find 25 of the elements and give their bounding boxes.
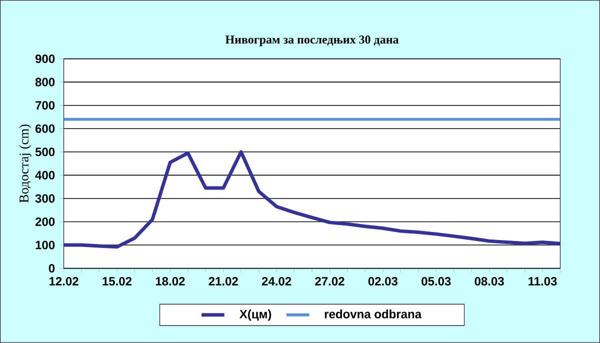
x-tick-label: 15.02 [102,277,132,286]
x-tick-label: 02.03 [368,277,398,286]
x-tick-label: 05.03 [422,277,451,286]
y-tick-label: 600 [35,124,55,133]
y-tick-label: 800 [35,78,55,86]
x-tick-label: 21.02 [208,277,238,286]
y-axis-title: Водостај (cm) [19,124,32,203]
legend-label: X(цм) [240,310,272,321]
x-tick-label: 24.02 [262,277,292,286]
x-tick-label: 12.02 [50,277,78,286]
legend-label: redovna odbrana [324,310,422,318]
y-tick-label: 200 [35,218,55,226]
x-tick-label: 11.03 [528,277,557,286]
y-tick-label: 0 [48,264,55,273]
y-tick-label: 400 [35,171,55,180]
chart-title: Нивограм за последњих 30 дана [225,36,399,46]
x-tick-label: 27.02 [315,277,344,286]
x-tick-label: 18.02 [156,277,185,286]
y-tick-label: 700 [36,101,55,110]
y-tick-label: 300 [35,194,55,203]
line-series [64,150,560,249]
y-tick-label: 900 [35,54,55,64]
y-tick-label: 500 [35,148,55,156]
x-tick-label: 08.03 [474,277,504,286]
y-tick-label: 100 [36,240,55,250]
